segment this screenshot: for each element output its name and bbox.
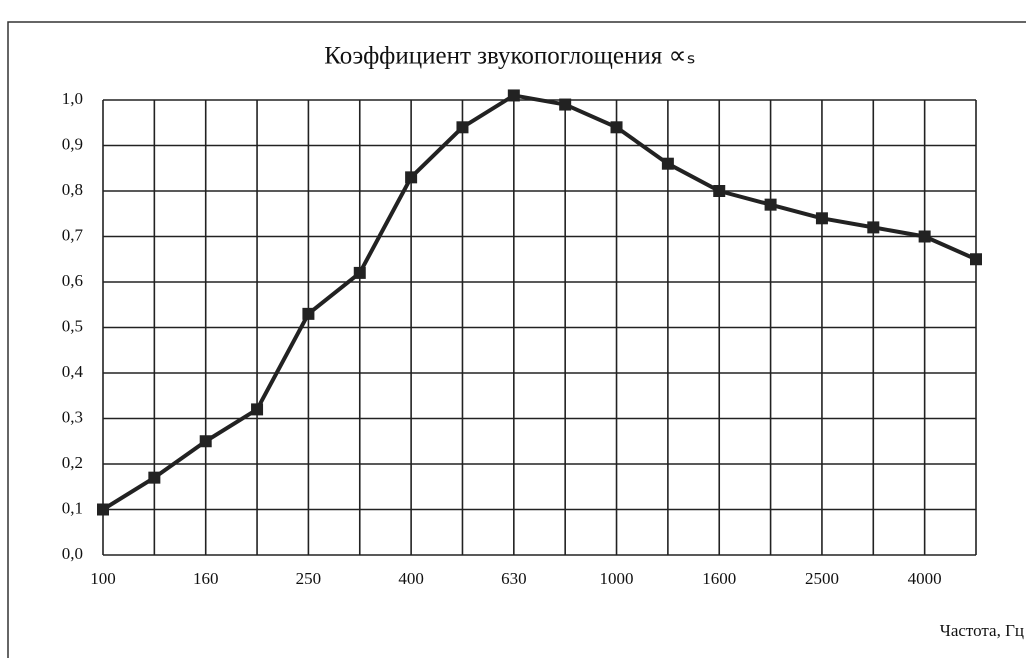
y-tick-label: 0,3 — [62, 407, 83, 426]
marker — [97, 503, 109, 516]
y-tick-label: 0,8 — [62, 180, 83, 199]
x-tick-label: 160 — [193, 569, 219, 588]
marker — [353, 266, 366, 279]
marker — [815, 212, 828, 225]
x-tick-label: 1600 — [702, 569, 736, 588]
line — [101, 93, 977, 512]
x-tick-label: 400 — [398, 569, 424, 588]
x-axis-label: Частота, Гц — [940, 621, 1024, 640]
x-tick-label: 2500 — [805, 569, 839, 588]
marker — [405, 171, 418, 184]
marker — [507, 89, 520, 102]
marker — [661, 157, 674, 170]
marker — [610, 121, 623, 134]
y-tick-label: 0,0 — [62, 544, 83, 563]
marker — [199, 435, 212, 448]
x-tick-label: 100 — [90, 569, 116, 588]
y-tick-label: 0,9 — [62, 134, 83, 153]
chart-title: Коэффициент звукопоглощения ∝ₛ — [324, 43, 695, 70]
x-tick-label: 250 — [296, 569, 322, 588]
y-tick-label: 0,6 — [62, 271, 83, 290]
y-tick-label: 0,1 — [62, 498, 83, 517]
x-tick-label: 1000 — [600, 569, 634, 588]
marker — [251, 403, 264, 416]
marker — [302, 307, 315, 320]
y-tick-label: 1,0 — [62, 89, 83, 108]
marker — [559, 98, 572, 111]
x-tick-label: 630 — [501, 569, 527, 588]
marker — [918, 230, 931, 243]
marker — [970, 253, 982, 266]
marker — [456, 121, 469, 134]
x-tick-label: 4000 — [908, 569, 942, 588]
y-tick-label: 0,7 — [62, 225, 84, 244]
y-tick-label: 0,4 — [62, 362, 84, 381]
marker — [148, 471, 161, 484]
marker — [764, 198, 777, 211]
y-tick-label: 0,2 — [62, 453, 83, 472]
frame — [7, 21, 1026, 658]
marker — [713, 185, 726, 197]
marker — [867, 221, 880, 234]
y-tick-label: 0,5 — [62, 316, 83, 335]
